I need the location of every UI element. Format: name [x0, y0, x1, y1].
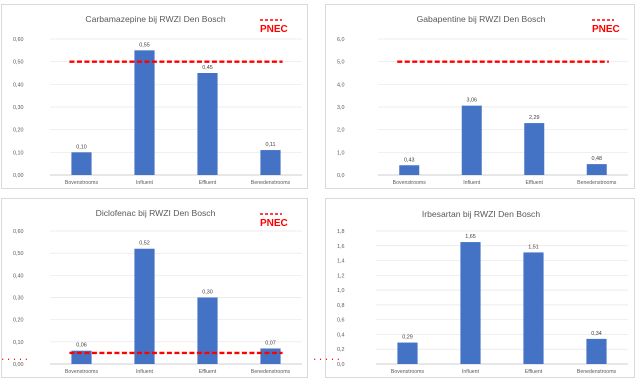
- dotted-connector-middle: ·····: [312, 355, 342, 365]
- y-tick-label: 1,2: [337, 273, 345, 279]
- bar: [399, 165, 420, 175]
- data-label: 0,06: [76, 343, 87, 349]
- x-tick-label: Effluent: [199, 369, 217, 375]
- bar: [134, 248, 155, 364]
- chart-gabapentine-svg: Gabapentine bij RWZI Den Bosch 0,0 1,0 2,0 3…: [337, 14, 628, 186]
- bar: [260, 150, 281, 175]
- data-label: 0,45: [202, 65, 213, 71]
- data-label: 0,10: [76, 144, 87, 150]
- y-tick-label: 6,0: [337, 37, 345, 43]
- chart-diclofenac-svg: Diclofenac bij RWZI Den Bosch 0,00 0,10 0,2…: [13, 208, 302, 375]
- x-tick-label: Effluent: [199, 180, 217, 186]
- chart-title: Diclofenac bij RWZI Den Bosch: [96, 208, 216, 218]
- x-tick-label: Influent: [136, 180, 154, 186]
- bar: [460, 242, 481, 364]
- bar: [524, 123, 545, 175]
- data-label: 0,55: [139, 42, 150, 48]
- y-tick-label: 1,0: [337, 150, 345, 156]
- y-tick-label: 0,40: [13, 273, 24, 279]
- x-tick-label: Effluent: [526, 180, 544, 186]
- y-tick-label: 0,60: [13, 229, 24, 235]
- y-tick-label: 4,0: [337, 82, 345, 88]
- y-tick-label: 0,50: [13, 251, 24, 257]
- y-tick-label: 0,8: [337, 303, 345, 309]
- chart-diclofenac: Diclofenac bij RWZI Den Bosch 0,00 0,10 0,2…: [1, 198, 308, 378]
- x-tick-label: Benedenstrooms: [577, 180, 617, 186]
- x-tick-label: Bovenstrooms: [65, 180, 99, 186]
- data-label: 0,30: [202, 290, 213, 296]
- y-tick-label: 0,20: [13, 318, 24, 324]
- data-label: 0,48: [592, 156, 603, 162]
- y-tick-label: 0,10: [13, 150, 24, 156]
- y-tick-label: 5,0: [337, 60, 345, 66]
- x-tick-label: Benedenstrooms: [251, 369, 291, 375]
- chart-carbamazepine-svg: Carbamazepine bij RWZI Den Bosch 0,00 0,10…: [13, 14, 302, 186]
- bar: [523, 252, 544, 364]
- x-tick-label: Influent: [463, 180, 481, 186]
- y-tick-label: 0,2: [337, 347, 345, 353]
- chart-title: Carbamazepine bij RWZI Den Bosch: [85, 14, 225, 24]
- x-tick-label: Bovenstrooms: [391, 369, 425, 375]
- chart-irbesartan: Irbesartan bij RWZI Den Bosch 0,0 0,2 0,4 0,…: [325, 198, 635, 378]
- y-tick-label: 1,8: [337, 229, 345, 235]
- y-tick-label: 0,6: [337, 318, 345, 324]
- x-tick-label: Influent: [136, 369, 154, 375]
- chart-title: Irbesartan bij RWZI Den Bosch: [422, 209, 541, 219]
- x-tick-label: Influent: [462, 369, 480, 375]
- y-tick-label: 1,0: [337, 288, 345, 294]
- y-tick-label: 0,60: [13, 37, 24, 43]
- bar: [197, 73, 218, 175]
- y-tick-label: 0,50: [13, 60, 24, 66]
- y-tick-label: 0,00: [13, 362, 24, 368]
- x-tick-label: Benedenstrooms: [251, 180, 291, 186]
- y-tick-label: 0,0: [337, 362, 345, 368]
- y-tick-label: 1,4: [337, 259, 345, 265]
- data-label: 1,65: [465, 234, 476, 240]
- bar: [397, 342, 418, 364]
- chart-carbamazepine: Carbamazepine bij RWZI Den Bosch 0,00 0,10…: [1, 4, 308, 189]
- y-tick-label: 3,0: [337, 105, 345, 111]
- legend-pnec-label: PNEC: [260, 218, 288, 229]
- data-label: 0,34: [591, 331, 602, 337]
- legend-pnec-label: PNEC: [260, 24, 288, 35]
- bar: [71, 152, 92, 175]
- bar: [134, 50, 155, 176]
- chart-irbesartan-svg: Irbesartan bij RWZI Den Bosch 0,0 0,2 0,4 0,…: [337, 209, 628, 375]
- bar: [260, 348, 281, 364]
- data-label: 2,29: [529, 115, 540, 121]
- data-label: 0,11: [265, 142, 275, 148]
- bar: [197, 297, 218, 364]
- y-tick-label: 0,10: [13, 340, 24, 346]
- data-label: 0,07: [265, 340, 276, 346]
- data-label: 1,51: [528, 244, 539, 250]
- y-tick-label: 0,30: [13, 296, 24, 302]
- bar: [586, 338, 607, 364]
- bar: [586, 164, 607, 175]
- y-tick-label: 0,40: [13, 82, 24, 88]
- data-label: 3,06: [467, 98, 478, 104]
- x-tick-label: Bovenstrooms: [393, 180, 427, 186]
- y-tick-label: 2,0: [337, 128, 345, 134]
- data-label: 0,43: [404, 157, 415, 163]
- chart-title: Gabapentine bij RWZI Den Bosch: [417, 14, 546, 24]
- y-tick-label: 0,0: [337, 173, 345, 179]
- x-tick-label: Benedenstrooms: [577, 369, 617, 375]
- x-tick-label: Effluent: [525, 369, 543, 375]
- y-tick-label: 0,4: [337, 332, 345, 338]
- y-tick-label: 0,00: [13, 173, 24, 179]
- bar: [461, 105, 482, 175]
- legend-pnec-label: PNEC: [592, 24, 620, 35]
- chart-gabapentine: Gabapentine bij RWZI Den Bosch 0,0 1,0 2,0 3…: [325, 4, 635, 189]
- data-label: 0,52: [139, 241, 150, 247]
- y-tick-label: 0,30: [13, 105, 24, 111]
- y-tick-label: 0,20: [13, 128, 24, 134]
- x-tick-label: Bovenstrooms: [65, 369, 99, 375]
- data-label: 0,29: [402, 335, 413, 341]
- dotted-connector-left: ·····: [0, 355, 30, 365]
- y-tick-label: 1,6: [337, 244, 345, 250]
